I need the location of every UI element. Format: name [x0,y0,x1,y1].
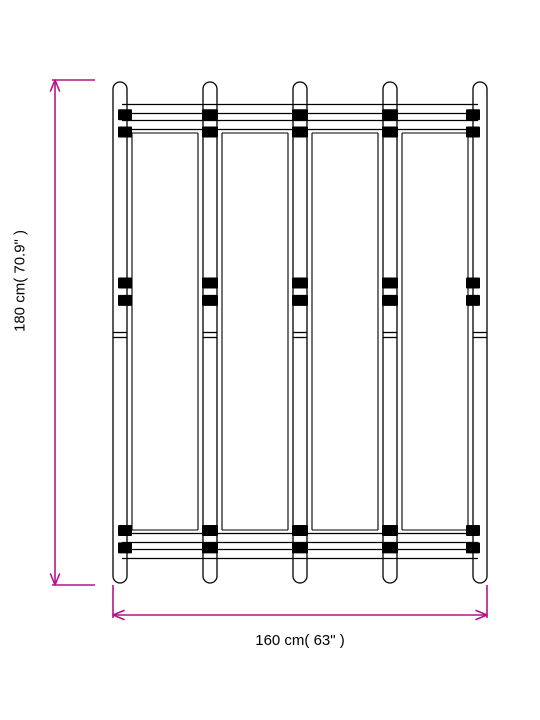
dimension-drawing [0,0,540,720]
width-label: 160 cm( 63" ) [255,632,345,649]
height-label: 180 cm( 70.9" ) [12,230,29,332]
diagram-stage: 180 cm( 70.9" ) 160 cm( 63" ) [0,0,540,720]
